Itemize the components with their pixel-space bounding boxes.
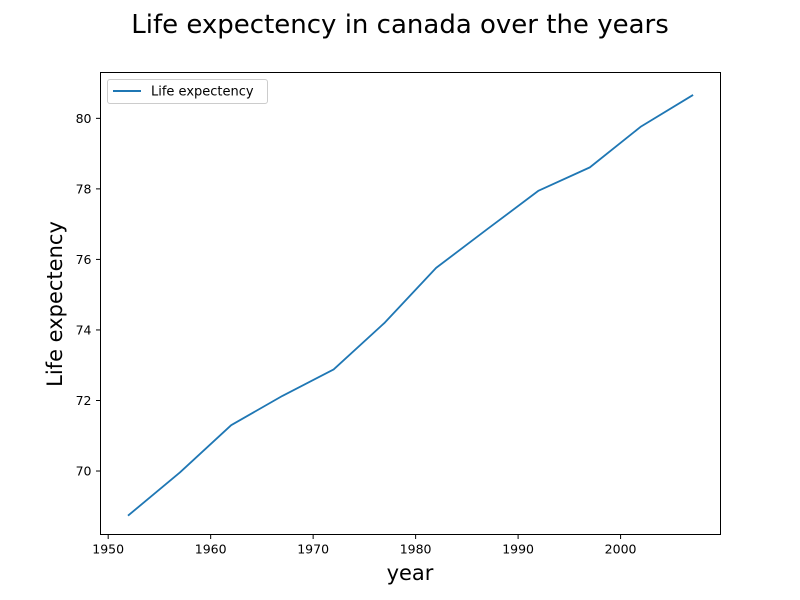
legend-entry-label: Life expectency [151,85,254,100]
legend: Life expectency [107,79,268,104]
y-tick-label: 72 [76,393,92,408]
y-axis-label: Life expectency [43,221,67,387]
y-tick-label: 70 [76,464,92,479]
series-lines [127,94,694,517]
x-tick-label: 1990 [502,542,534,557]
x-axis-label: year [387,561,434,585]
chart-title: Life expectency in canada over the years [131,10,669,40]
x-tick-label: 1960 [195,542,227,557]
plot-frame [100,72,721,535]
y-tick-label: 76 [76,252,92,267]
y-tick-label: 80 [76,111,92,126]
series-line [127,94,694,517]
x-tick-label: 1970 [297,542,329,557]
y-axis-ticks: 70 72 74 76 78 80 [76,111,101,479]
legend-box [107,79,268,104]
y-tick-label: 74 [76,322,92,337]
x-tick-label: 1950 [92,542,124,557]
x-tick-label: 2000 [605,542,637,557]
x-axis-ticks: 1950 1960 1970 1980 1990 2000 [92,534,637,557]
y-tick-label: 78 [76,181,92,196]
x-tick-label: 1980 [400,542,432,557]
